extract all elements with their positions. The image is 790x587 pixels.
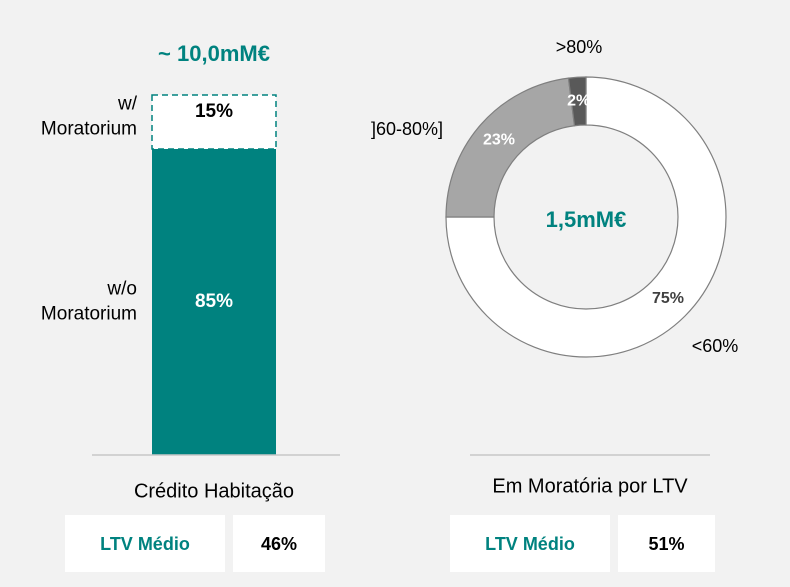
category-label: ]60-80%]	[371, 119, 443, 139]
value-label: 2%	[567, 92, 590, 109]
value-label: 23%	[483, 132, 515, 149]
value-label: 15%	[195, 101, 233, 122]
footer-label: LTV Médio	[100, 534, 190, 554]
legend-label: w/o	[106, 279, 137, 300]
chart-subtitle: Em Moratória por LTV	[492, 475, 688, 497]
chart-title: ~ 10,0mM€	[158, 41, 270, 66]
donut-segment	[445, 76, 727, 358]
value-label: 75%	[652, 290, 684, 307]
footer-box	[618, 515, 715, 572]
legend-label: w/	[117, 94, 138, 115]
bar-segment	[151, 94, 277, 150]
footer-box	[65, 515, 225, 572]
value-label: 85%	[195, 291, 233, 312]
footer-value: 46%	[261, 534, 297, 554]
footer-box	[450, 515, 610, 572]
donut-segment	[567, 76, 587, 127]
legend-label: Moratorium	[41, 304, 137, 325]
chart-title: 1,5mM€	[546, 207, 627, 232]
category-label: Crédito Habitação	[134, 480, 294, 502]
bar-segment	[152, 149, 276, 455]
category-label: >80%	[556, 37, 603, 57]
legend-label: Moratorium	[41, 119, 137, 140]
category-label: <60%	[692, 336, 739, 356]
footer-value: 51%	[648, 534, 684, 554]
footer-label: LTV Médio	[485, 534, 575, 554]
footer-box	[233, 515, 325, 572]
